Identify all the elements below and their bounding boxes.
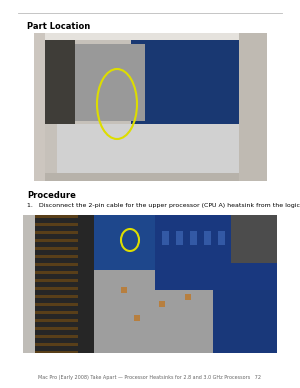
Text: 1.   Disconnect the 2-pin cable for the upper processor (CPU A) heatsink from th: 1. Disconnect the 2-pin cable for the up… — [27, 203, 300, 208]
Text: Procedure: Procedure — [27, 191, 76, 200]
Text: Part Location: Part Location — [27, 22, 90, 31]
Text: Mac Pro (Early 2008) Take Apart — Processor Heatsinks for 2.8 and 3.0 GHz Proces: Mac Pro (Early 2008) Take Apart — Proces… — [38, 376, 262, 381]
